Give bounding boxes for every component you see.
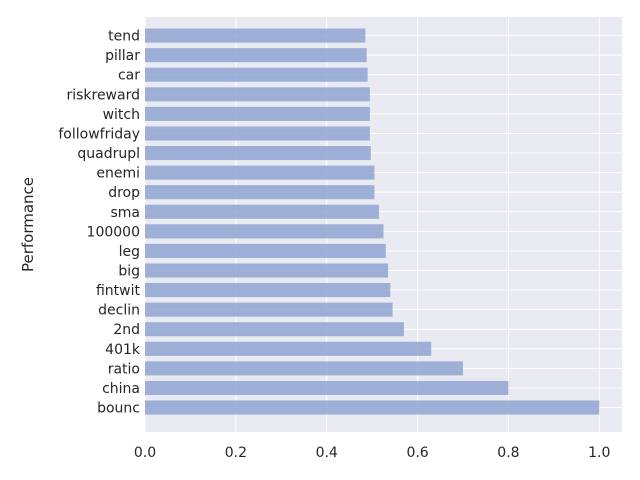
y-tick-label: quadrupl: [77, 146, 140, 162]
bar-enemi: [145, 165, 375, 180]
bar-ratio: [145, 361, 463, 376]
y-tick-label: enemi: [96, 166, 140, 182]
bar-tend: [145, 28, 366, 43]
bar-fintwit: [145, 283, 391, 298]
x-tick-label: 1.0: [588, 445, 610, 461]
y-tick-label: bounc: [97, 401, 140, 417]
x-tick-label: 0.8: [497, 445, 519, 461]
x-tick-label: 0.2: [225, 445, 247, 461]
bar-quadrupl: [145, 146, 371, 161]
y-tick-label: riskreward: [66, 87, 140, 103]
bar-declin: [145, 302, 393, 317]
y-tick-label: leg: [119, 244, 140, 260]
y-tick-label: car: [118, 68, 140, 84]
y-tick-label: sma: [110, 205, 140, 221]
bar-drop: [145, 185, 375, 200]
bar-bounc: [145, 400, 600, 415]
y-tick-label: china: [102, 381, 140, 397]
bar-2nd: [145, 322, 404, 337]
y-tick-label: followfriday: [58, 126, 140, 142]
bar-witch: [145, 106, 370, 121]
bar-riskreward: [145, 87, 370, 102]
x-tick-labels: 0.0 0.2 0.4 0.6 0.8 1.0: [134, 445, 611, 461]
y-tick-label: fintwit: [96, 283, 141, 299]
y-tick-labels: bounc china ratio 401k 2nd declin fintwit big le…: [58, 29, 141, 417]
y-tick-label: declin: [98, 303, 140, 319]
y-tick-label: ratio: [108, 361, 140, 377]
y-axis-label: Performance: [19, 177, 37, 272]
y-tick-label: drop: [108, 185, 140, 201]
bars: [145, 28, 600, 415]
bar-pillar: [145, 48, 367, 63]
bar-sma: [145, 204, 379, 219]
bar-401k: [145, 341, 432, 356]
bar-car: [145, 67, 368, 82]
bar-china: [145, 380, 509, 396]
bar-followfriday: [145, 126, 370, 141]
y-tick-label: 401k: [105, 342, 141, 358]
x-tick-label: 0.6: [406, 445, 428, 461]
y-tick-label: big: [118, 264, 140, 280]
y-tick-label: 100000: [87, 224, 140, 240]
bar-100000: [145, 224, 384, 239]
x-tick-label: 0.4: [316, 445, 338, 461]
x-tick-label: 0.0: [134, 445, 156, 461]
bar-leg: [145, 243, 386, 258]
y-tick-label: witch: [103, 107, 140, 123]
bar-big: [145, 263, 389, 278]
y-tick-label: pillar: [105, 48, 140, 64]
y-tick-label: 2nd: [113, 322, 140, 338]
y-tick-label: tend: [108, 29, 140, 45]
